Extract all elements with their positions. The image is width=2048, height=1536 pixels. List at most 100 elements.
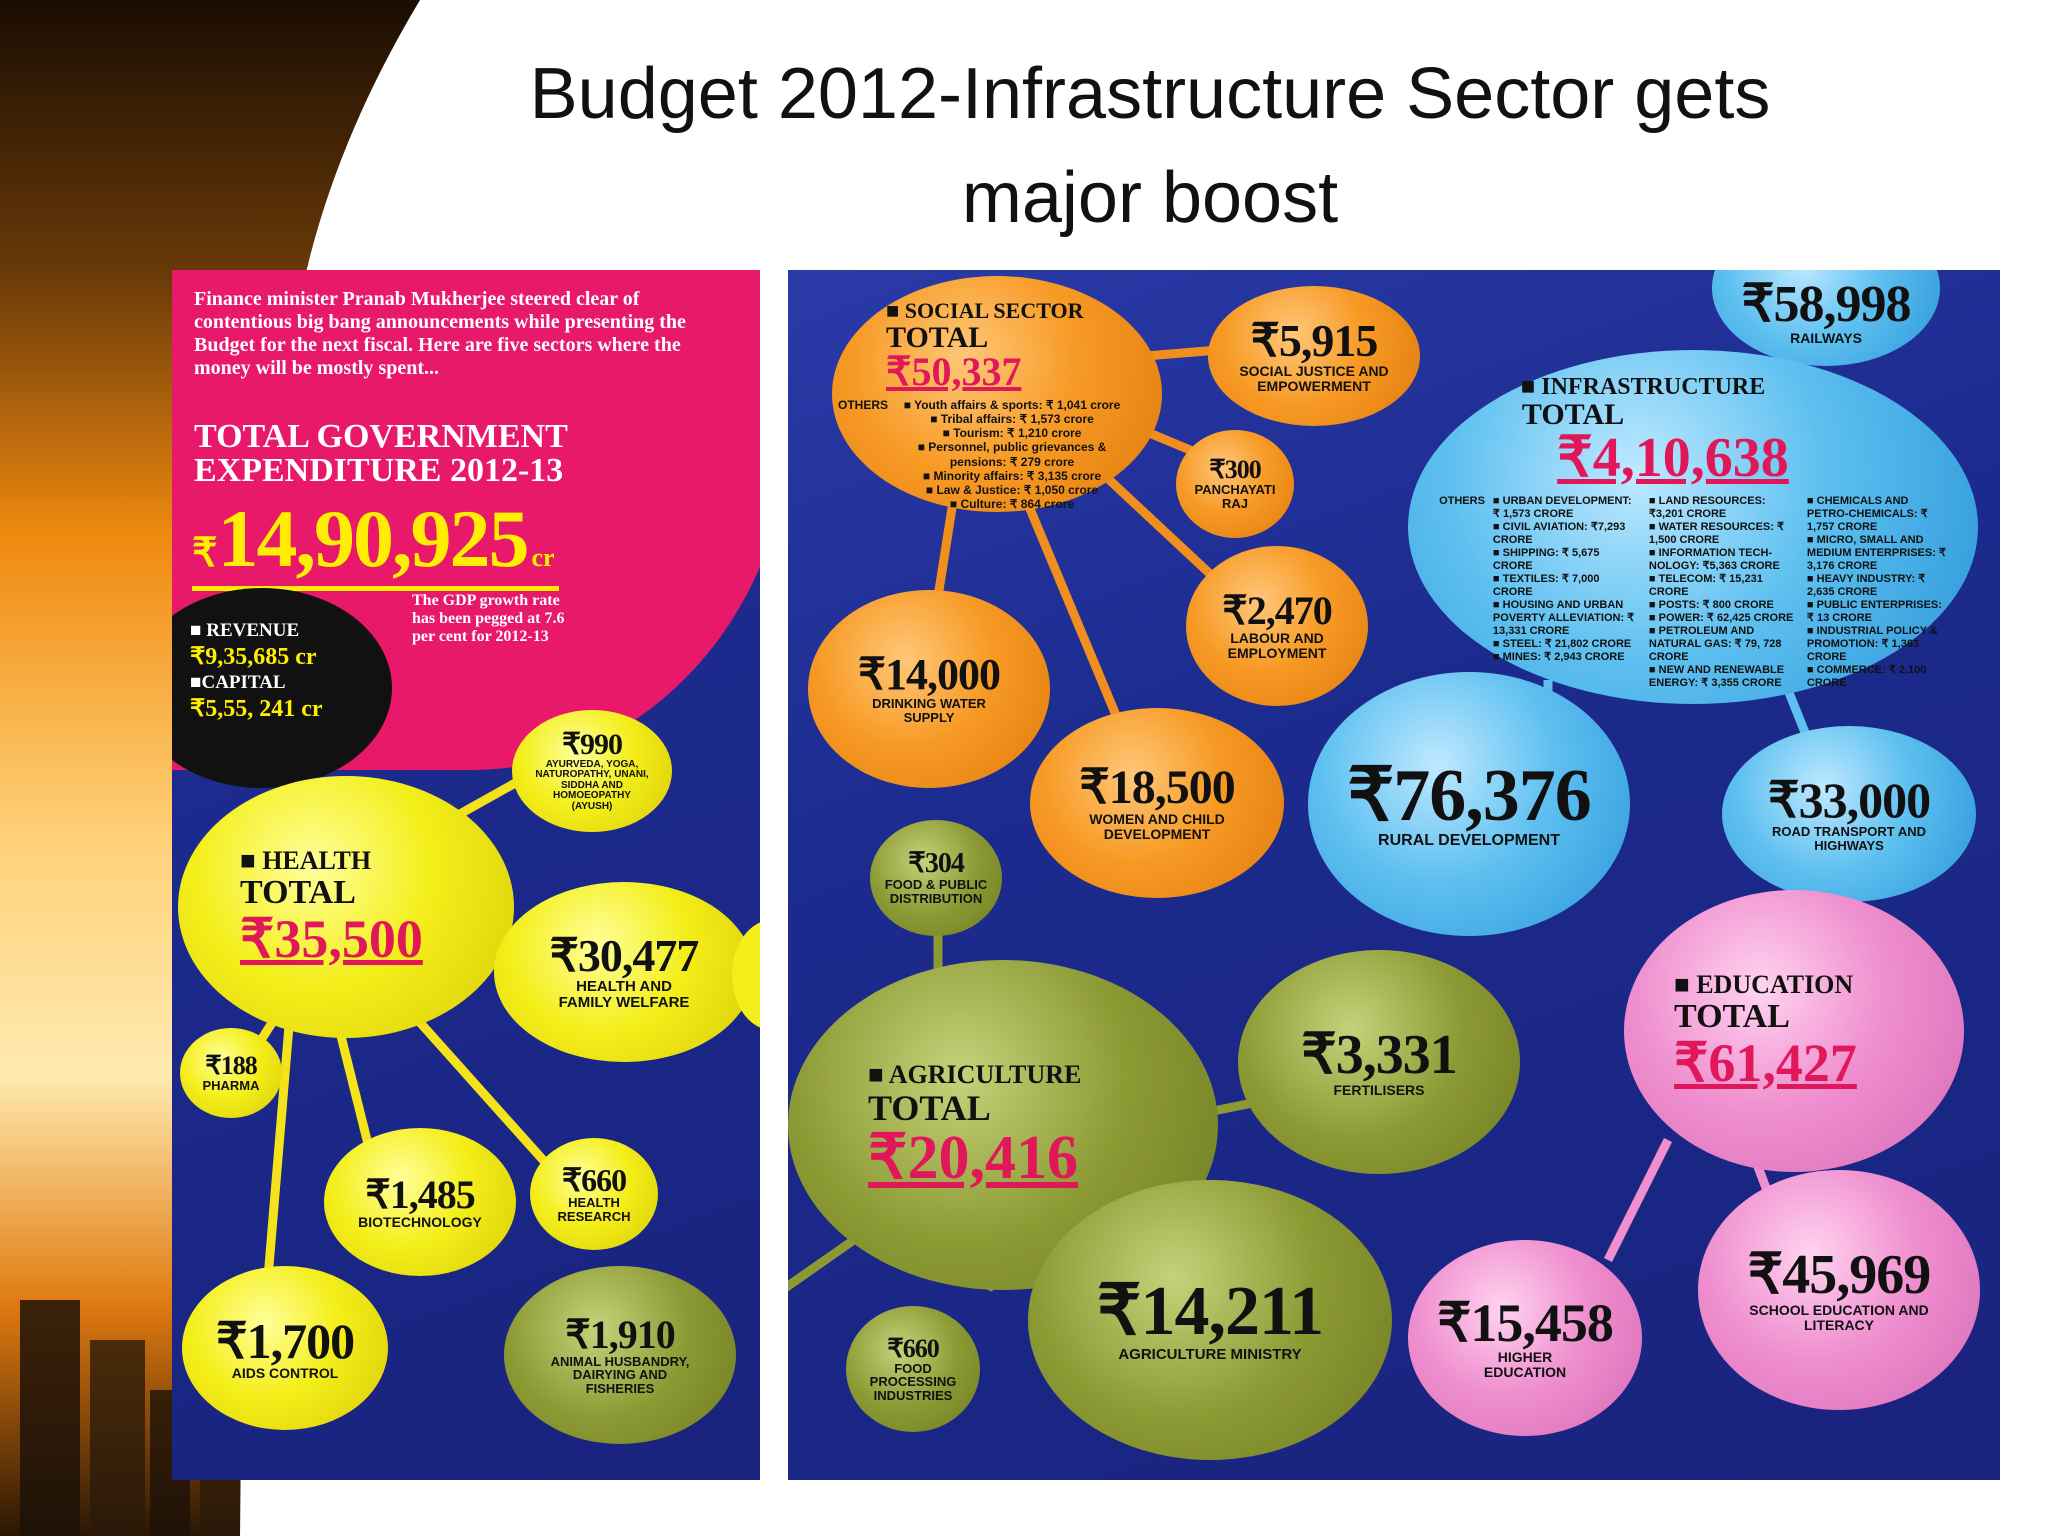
animal-husbandry-amount: ₹1,910: [565, 1311, 675, 1357]
health-family-welfare-label: HEALTH AND FAMILY WELFARE: [558, 978, 690, 1011]
infrastructure-other-item: ■ CHEMICALS AND PETRO-CHEMICALS: ₹ 1,757…: [1806, 495, 1928, 533]
infrastructure-other-item: ■ INFORMATION TECH-NOLOGY: ₹5,363 CRORE: [1648, 546, 1780, 572]
health-research-amount: ₹660: [561, 1162, 627, 1199]
ayush-label: AYURVEDA, YOGA, NATUROPATHY, UNANI, SIDD…: [535, 758, 649, 812]
health-total-bubble: ■ HEALTH TOTAL ₹35,500: [178, 776, 514, 1038]
social-other-item: ■ Tribal affairs: ₹ 1,573 crore: [930, 412, 1094, 427]
fertilisers-amount: ₹3,331: [1301, 1023, 1458, 1086]
infrastructure-other-item: ■ TEXTILES: ₹ 7,000 CRORE: [1492, 572, 1600, 598]
infrastructure-other-item: ■ POSTS: ₹ 800 CRORE: [1648, 598, 1774, 611]
intro-text: Finance minister Pranab Mukherjee steere…: [194, 288, 686, 379]
social-other-item: ■ Law & Justice: ₹ 1,050 crore: [925, 482, 1099, 497]
school-education-label: SCHOOL EDUCATION AND LITERACY: [1749, 1302, 1929, 1333]
infrastructure-other-item: ■ MINES: ₹ 2,943 CRORE: [1492, 650, 1625, 663]
food-public-distribution-label: FOOD & PUBLIC DISTRIBUTION: [884, 877, 988, 906]
total-expenditure-heading-1: TOTAL GOVERNMENT: [194, 418, 568, 455]
women-child-bubble: ₹18,500 WOMEN AND CHILD DEVELOPMENT: [1030, 708, 1284, 898]
infrastructure-other-item: ■ NEW AND RENEWABLE ENERGY: ₹ 3,355 CROR…: [1648, 663, 1785, 689]
animal-husbandry-bubble: ₹1,910 ANIMAL HUSBANDRY, DAIRYING AND FI…: [504, 1266, 736, 1444]
biotechnology-label: BIOTECHNOLOGY: [358, 1213, 482, 1230]
expenditure-value: 14,90,925: [217, 493, 529, 584]
infrastructure-others-label: OTHERS: [1439, 495, 1485, 507]
infrastructure-other-item: ■ PETROLEUM AND NATURAL GAS: ₹ 79, 728 C…: [1648, 624, 1782, 663]
social-others-list: ■ Youth affairs & sports: ₹ 1,041 crore …: [892, 398, 1132, 511]
higher-education-label: HIGHER EDUCATION: [1483, 1349, 1567, 1380]
infrastructure-total-bubble: ■ INFRASTRUCTURE TOTAL ₹4,10,638 OTHERS …: [1408, 350, 1978, 704]
higher-education-amount: ₹15,458: [1437, 1293, 1614, 1354]
health-sector-label: ■ HEALTH: [240, 846, 372, 875]
social-other-item: ■ Tourism: ₹ 1,210 crore: [942, 426, 1082, 441]
railways-amount: ₹58,998: [1741, 276, 1911, 334]
social-total-value: ₹50,337: [886, 349, 1022, 394]
infrastructure-others: OTHERS ■ URBAN DEVELOPMENT: ₹ 1,573 CROR…: [1439, 495, 1947, 690]
labour-employment-amount: ₹2,470: [1222, 588, 1332, 634]
higher-education-bubble: ₹15,458 HIGHER EDUCATION: [1408, 1240, 1642, 1436]
animal-husbandry-label: ANIMAL HUSBANDRY, DAIRYING AND FISHERIES: [550, 1353, 690, 1396]
infrastructure-other-item: ■ COMMERCE: ₹ 2,100 CRORE: [1806, 663, 1927, 689]
education-total-value: ₹61,427: [1674, 1033, 1857, 1093]
social-others-label: OTHERS: [838, 398, 889, 412]
women-child-label: WOMEN AND CHILD DEVELOPMENT: [1089, 811, 1225, 842]
infrastructure-others-col3: ■ CHEMICALS AND PETRO-CHEMICALS: ₹ 1,757…: [1807, 495, 1947, 690]
left-infographic-panel: Finance minister Pranab Mukherjee steere…: [172, 270, 760, 1480]
expenditure-unit: cr: [531, 543, 555, 572]
health-family-welfare-amount: ₹30,477: [549, 930, 700, 982]
total-expenditure-heading-2: EXPENDITURE 2012-13: [194, 452, 564, 489]
infrastructure-others-col1: ■ URBAN DEVELOPMENT: ₹ 1,573 CRORE ■ CIV…: [1493, 495, 1641, 690]
rural-development-amount: ₹76,376: [1347, 754, 1592, 837]
agriculture-ministry-label: AGRICULTURE MINISTRY: [1118, 1346, 1302, 1364]
agriculture-total-label: TOTAL: [868, 1088, 991, 1128]
infrastructure-other-item: ■ SHIPPING: ₹ 5,675 CRORE: [1492, 546, 1600, 572]
slide-title-line-1: Budget 2012-Infrastructure Sector gets: [529, 54, 1771, 134]
food-public-distribution-bubble: ₹304 FOOD & PUBLIC DISTRIBUTION: [870, 820, 1002, 936]
social-sector-label: ■ SOCIAL SECTOR: [886, 298, 1084, 323]
food-processing-amount: ₹660: [887, 1333, 940, 1363]
social-total-label: TOTAL: [886, 321, 989, 354]
infrastructure-other-item: ■ LAND RESOURCES: ₹3,201 CRORE: [1648, 495, 1766, 520]
social-other-item: ■ Culture: ₹ 864 crore: [949, 497, 1075, 512]
social-justice-amount: ₹5,915: [1250, 315, 1379, 367]
aids-control-bubble: ₹1,700 AIDS CONTROL: [182, 1266, 388, 1430]
social-justice-label: SOCIAL JUSTICE AND EMPOWERMENT: [1239, 363, 1389, 394]
agriculture-ministry-bubble: ₹14,211 AGRICULTURE MINISTRY: [1028, 1180, 1392, 1460]
railways-label: RAILWAYS: [1790, 330, 1862, 347]
revenue-label: ■ REVENUE: [190, 620, 300, 641]
panchayati-raj-amount: ₹300: [1209, 455, 1262, 485]
agriculture-total-value: ₹20,416: [868, 1124, 1078, 1192]
road-transport-bubble: ₹33,000 ROAD TRANSPORT AND HIGHWAYS: [1722, 726, 1976, 902]
pharma-amount: ₹188: [205, 1051, 258, 1081]
slide-title-line-2: major boost: [961, 158, 1339, 238]
infrastructure-other-item: ■ WATER RESOURCES: ₹ 1,500 CRORE: [1648, 520, 1784, 546]
biotechnology-amount: ₹1,485: [365, 1171, 475, 1217]
ayush-bubble: ₹990 AYURVEDA, YOGA, NATUROPATHY, UNANI,…: [512, 710, 672, 832]
pharma-label: PHARMA: [202, 1078, 260, 1094]
fertilisers-label: FERTILISERS: [1333, 1081, 1425, 1098]
aids-control-label: AIDS CONTROL: [231, 1364, 339, 1381]
infrastructure-other-item: ■ CIVIL AVIATION: ₹7,293 CRORE: [1492, 520, 1626, 546]
school-education-bubble: ₹45,969 SCHOOL EDUCATION AND LITERACY: [1698, 1170, 1980, 1410]
drinking-water-label: DRINKING WATER SUPPLY: [872, 696, 986, 725]
capital-value: ₹5,55, 241 cr: [190, 696, 323, 722]
capital-label: ■CAPITAL: [190, 672, 286, 693]
labour-employment-label: LABOUR AND EMPLOYMENT: [1227, 630, 1327, 661]
total-expenditure-amount: ₹14,90,925 cr: [192, 492, 559, 591]
infrastructure-other-item: ■ HOUSING AND URBAN POVERTY ALLEVIATION:…: [1492, 598, 1635, 637]
women-child-amount: ₹18,500: [1079, 761, 1236, 815]
road-transport-label: ROAD TRANSPORT AND HIGHWAYS: [1771, 824, 1927, 853]
food-public-distribution-amount: ₹304: [908, 848, 965, 880]
education-total-bubble: ■ EDUCATION TOTAL ₹61,427: [1624, 890, 1964, 1172]
panchayati-raj-label: PANCHAYATI RAJ: [1194, 482, 1276, 511]
infrastructure-other-item: ■ HEAVY INDUSTRY: ₹ 2,635 CRORE: [1806, 572, 1926, 598]
infrastructure-other-item: ■ MICRO, SMALL AND MEDIUM ENTERPRISES: ₹…: [1806, 533, 1946, 572]
health-research-bubble: ₹660 HEALTH RESEARCH: [530, 1138, 658, 1250]
infrastructure-total-label: TOTAL: [1521, 398, 1625, 431]
infrastructure-others-col2: ■ LAND RESOURCES: ₹3,201 CRORE ■ WATER R…: [1649, 495, 1799, 690]
infrastructure-other-item: ■ TELECOM: ₹ 15,231 CRORE: [1648, 572, 1763, 598]
health-family-welfare-bubble: ₹30,477 HEALTH AND FAMILY WELFARE: [494, 882, 754, 1062]
agriculture-ministry-amount: ₹14,211: [1096, 1273, 1324, 1351]
gdp-note: The GDP growth rate has been pegged at 7…: [412, 592, 565, 645]
rupee-symbol: ₹: [192, 530, 218, 575]
revenue-capital-bubble: [172, 588, 392, 788]
labour-employment-bubble: ₹2,470 LABOUR AND EMPLOYMENT: [1186, 546, 1368, 706]
health-total-value: ₹35,500: [240, 909, 423, 969]
